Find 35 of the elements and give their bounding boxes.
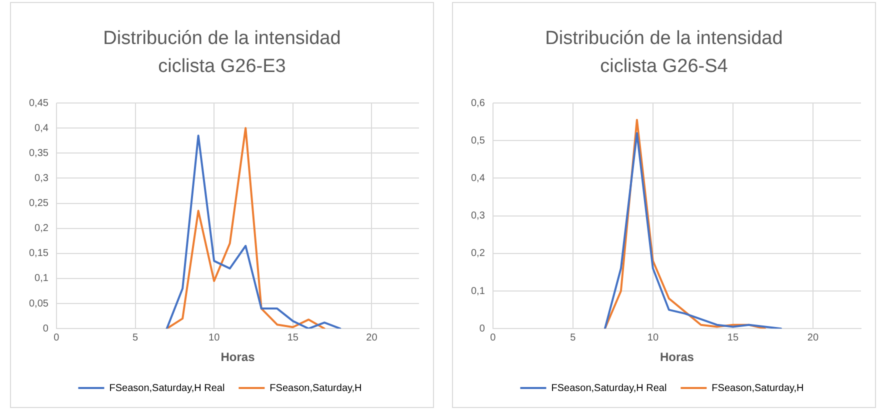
legend-label: FSeason,Saturday,H (712, 382, 804, 394)
y-tick-label: 0,1 (34, 273, 49, 284)
chart-title: Distribución de la intensidad ciclista G26-S4 (544, 27, 784, 79)
x-tick-label: 10 (647, 332, 659, 344)
y-tick-label: 0,25 (28, 198, 49, 210)
legend-label: FSeason,Saturday,H Real (109, 382, 225, 394)
y-tick-label: 0,3 (470, 210, 486, 222)
y-tick-label: 0,05 (28, 298, 49, 310)
y-tick-label: 0,3 (34, 172, 49, 184)
y-tick-label: 0,35 (28, 148, 49, 159)
y-tick-label: 0,5 (470, 135, 486, 146)
y-tick-label: 0,1 (470, 286, 486, 297)
x-tick-label: 15 (287, 332, 299, 344)
y-tick-label: 0,4 (34, 122, 49, 134)
y-tick-label: 0,45 (28, 98, 49, 109)
x-axis-title: Horas (220, 350, 256, 364)
legend-label: FSeason,Saturday,H (270, 382, 362, 394)
x-tick-label: 5 (570, 332, 576, 344)
y-tick-label: 0,6 (470, 98, 486, 109)
y-tick-label: 0 (479, 323, 486, 334)
x-tick-label: 0 (54, 332, 60, 344)
y-tick-label: 0,2 (470, 248, 486, 260)
x-tick-label: 15 (727, 332, 739, 344)
y-tick-label: 0,15 (28, 248, 49, 260)
x-tick-label: 20 (366, 332, 378, 344)
x-tick-label: 20 (807, 332, 819, 344)
x-axis-title: Horas (660, 350, 694, 364)
x-tick-label: 10 (208, 332, 220, 344)
x-tick-label: 5 (132, 332, 138, 344)
y-tick-label: 0 (42, 323, 49, 334)
y-tick-label: 0,4 (470, 172, 486, 184)
x-tick-label: 0 (490, 332, 496, 344)
legend-label: FSeason,Saturday,H Real (551, 382, 667, 394)
chart-title: Distribución de la intensidad ciclista G26-E3 (102, 27, 342, 79)
y-tick-label: 0,2 (34, 223, 49, 234)
